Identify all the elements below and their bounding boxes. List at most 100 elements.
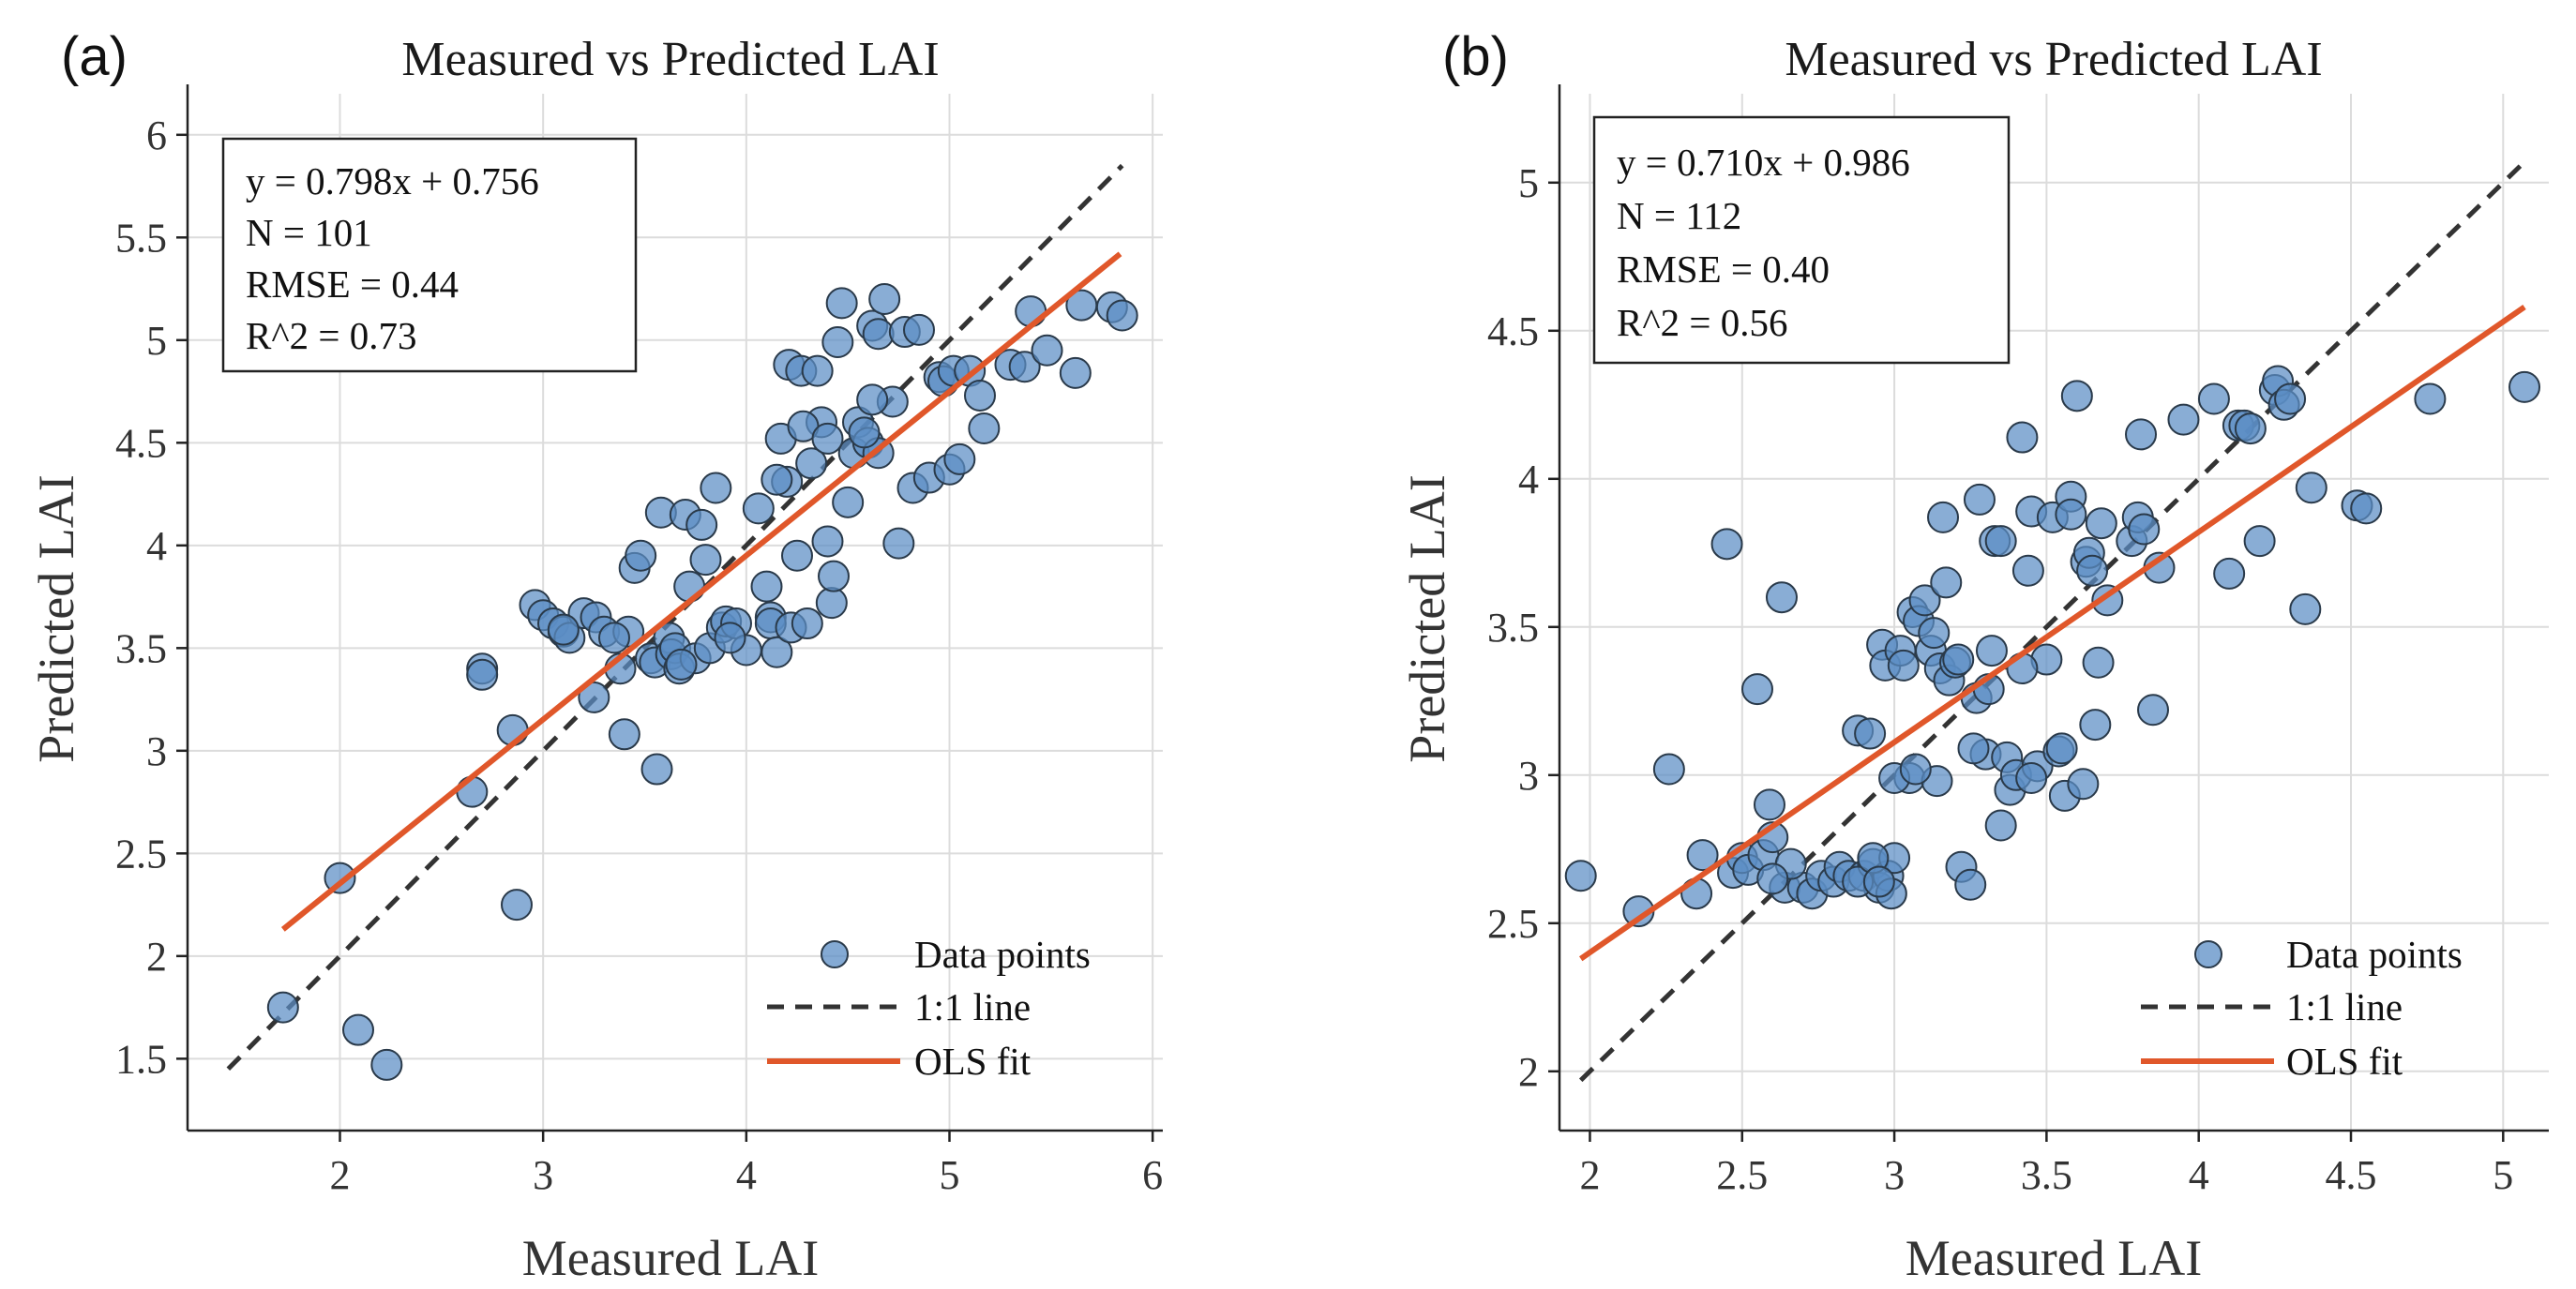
data-point <box>750 570 783 603</box>
x-tick-label: 2 <box>1579 1152 1600 1198</box>
data-point <box>1984 809 2017 842</box>
x-ticks: 2 3 4 5 6 <box>330 1131 1163 1198</box>
data-point <box>2167 403 2200 436</box>
legend-label-fit: OLS fit <box>2286 1040 2403 1083</box>
data-point <box>964 379 996 412</box>
x-tick-label: 2 <box>330 1152 351 1198</box>
data-point <box>1887 649 1920 682</box>
data-point <box>2076 554 2109 587</box>
y-tick-label: 5 <box>1518 160 1539 206</box>
data-point <box>1927 501 1960 533</box>
chart-title: Measured vs Predicted LAI <box>1785 33 2322 86</box>
legend: Data points 1:1 line OLS fit <box>2141 933 2463 1083</box>
data-point <box>2055 498 2087 531</box>
x-axis-label: Measured LAI <box>1906 1230 2202 1286</box>
data-point <box>2082 646 2115 679</box>
data-point <box>811 422 844 455</box>
data-point <box>1862 865 1895 898</box>
data-point <box>598 622 630 654</box>
data-point <box>815 587 848 620</box>
data-point <box>1059 356 1092 389</box>
legend-label-points: Data points <box>2286 933 2463 976</box>
data-point <box>943 442 976 475</box>
x-tick-label: 3 <box>1884 1152 1905 1198</box>
data-point <box>795 447 828 480</box>
data-point <box>1652 753 1685 786</box>
x-axis-label: Measured LAI <box>522 1230 819 1286</box>
data-point <box>1741 673 1773 706</box>
data-point <box>1918 617 1951 650</box>
data-point <box>821 326 854 359</box>
data-point <box>2079 709 2112 742</box>
data-point <box>1984 525 2017 558</box>
data-point <box>742 492 775 525</box>
data-point <box>832 486 865 518</box>
y-tick-label: 5 <box>146 318 167 364</box>
y-tick-label: 6 <box>146 112 167 158</box>
stats-rmse: RMSE = 0.44 <box>246 262 459 306</box>
axes <box>1558 84 2549 1132</box>
data-point <box>2067 768 2100 801</box>
data-point <box>714 622 746 654</box>
data-point <box>547 613 580 646</box>
stats-n: N = 101 <box>246 211 372 254</box>
y-ticks: 2 2.5 3 3.5 4 4.5 5 <box>1487 160 1559 1095</box>
chart-title: Measured vs Predicted LAI <box>401 33 939 86</box>
y-tick-label: 4 <box>1518 457 1539 502</box>
y-tick-label: 3.5 <box>1487 605 1539 651</box>
legend-label-points: Data points <box>914 933 1091 976</box>
y-tick-label: 3 <box>1518 753 1539 799</box>
panel-label: (a) <box>61 26 128 87</box>
grid <box>188 94 1163 1131</box>
stats-box-frame <box>221 137 638 373</box>
data-point <box>2085 507 2117 540</box>
data-point <box>2015 761 2048 794</box>
y-axis-label: Predicted LAI <box>1399 474 1455 762</box>
data-point <box>689 544 722 577</box>
stats-box-frame <box>1592 115 2011 365</box>
x-tick-label: 4.5 <box>2326 1152 2377 1198</box>
data-point <box>882 527 915 560</box>
data-point <box>862 318 895 351</box>
data-point <box>2006 421 2039 454</box>
data-point <box>1031 334 1063 367</box>
data-point <box>1686 839 1719 872</box>
data-point <box>1942 643 1975 676</box>
y-tick-label: 5.5 <box>115 215 167 261</box>
data-point <box>2125 418 2158 451</box>
data-point <box>466 658 499 691</box>
x-tick-label: 5 <box>2493 1152 2513 1198</box>
grid <box>1559 94 2549 1131</box>
data-point <box>1954 868 1987 901</box>
data-point <box>868 283 901 316</box>
data-point <box>801 354 834 387</box>
data-point <box>1899 753 1932 786</box>
data-point <box>903 313 935 346</box>
data-point <box>2508 370 2541 403</box>
identity-line <box>1578 159 2526 1083</box>
stats-rmse: RMSE = 0.40 <box>1617 247 1830 291</box>
legend-label-identity: 1:1 line <box>914 985 1031 1028</box>
data-point <box>1930 566 1963 599</box>
data-point <box>2011 554 2044 587</box>
stats-r2: R^2 = 0.73 <box>246 314 416 357</box>
data-point <box>2213 557 2246 590</box>
x-tick-label: 5 <box>940 1152 960 1198</box>
data-point <box>825 287 858 320</box>
data-point <box>1854 717 1887 750</box>
data-point <box>1975 635 2008 667</box>
data-point <box>968 412 1001 444</box>
data-point <box>2045 732 2078 765</box>
data-point <box>370 1048 403 1081</box>
data-point <box>685 508 718 541</box>
data-point <box>791 607 823 640</box>
data-point <box>1106 299 1138 332</box>
data-point <box>781 539 813 572</box>
data-point <box>848 416 881 449</box>
data-point <box>1957 732 1990 765</box>
data-point <box>2243 525 2276 558</box>
data-point <box>1564 860 1597 892</box>
stats-equation: y = 0.710x + 0.986 <box>1617 141 1910 184</box>
x-tick-label: 3 <box>533 1152 553 1198</box>
y-tick-label: 3 <box>146 728 167 774</box>
